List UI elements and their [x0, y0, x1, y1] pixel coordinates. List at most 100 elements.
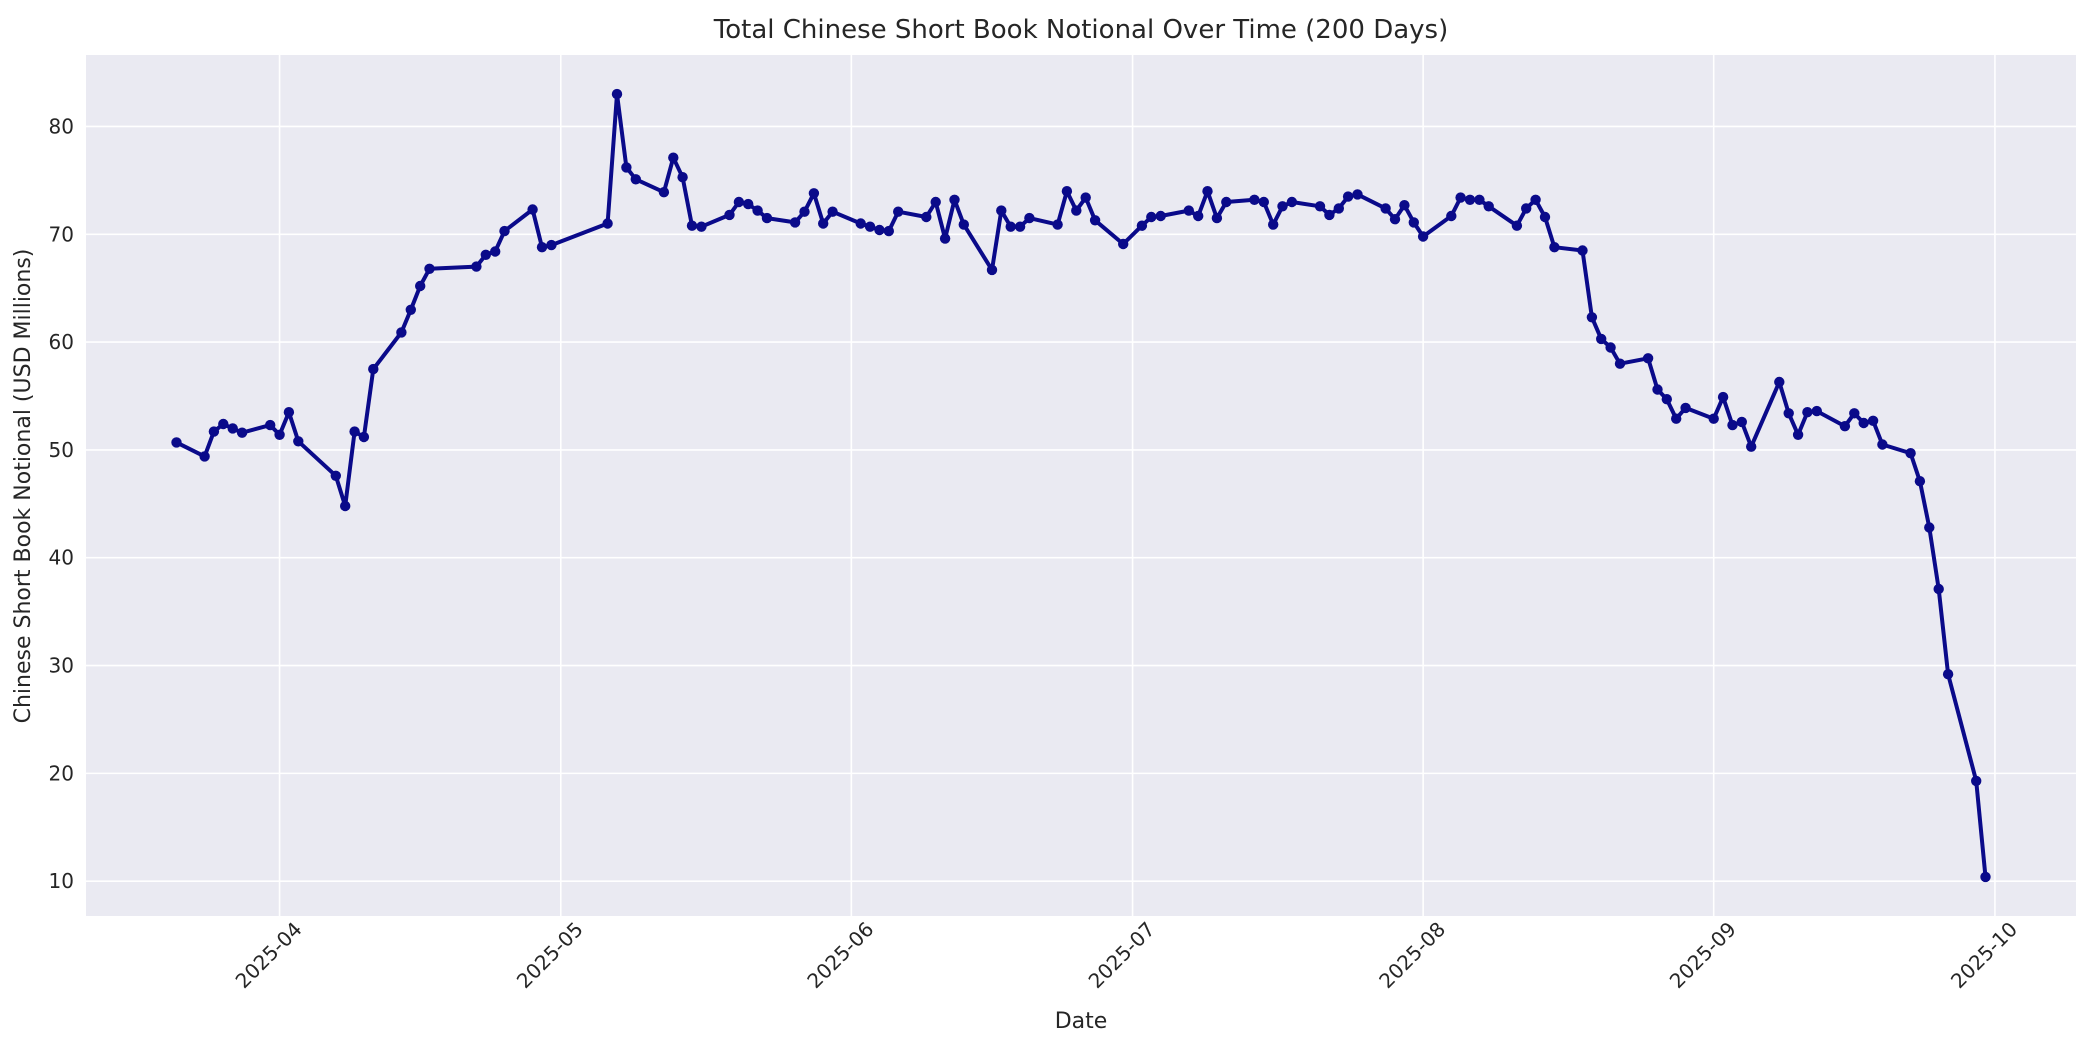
data-point — [611, 88, 623, 100]
data-point — [536, 242, 548, 253]
data-point — [1277, 201, 1288, 212]
data-point — [1877, 439, 1888, 450]
data-point — [293, 436, 304, 447]
data-point — [368, 363, 379, 375]
data-point — [1849, 408, 1860, 419]
chart-title: Total Chinese Short Book Notional Over T… — [713, 15, 1448, 45]
data-point — [808, 188, 820, 199]
data-point — [490, 246, 501, 257]
data-point — [1783, 408, 1794, 419]
data-point — [1258, 196, 1270, 208]
data-point — [658, 187, 670, 198]
data-point — [527, 204, 538, 215]
data-point — [1052, 219, 1063, 230]
data-point — [1455, 192, 1466, 203]
data-point — [724, 209, 735, 221]
y-tick-label: 20 — [49, 761, 74, 785]
y-tick-label: 10 — [49, 869, 74, 893]
data-point — [1924, 522, 1935, 533]
data-point — [939, 233, 951, 244]
data-point — [1268, 219, 1279, 230]
y-tick-label: 40 — [49, 546, 74, 570]
data-point — [818, 218, 829, 229]
data-point — [677, 172, 688, 183]
data-point — [893, 206, 904, 217]
data-point — [1933, 583, 1944, 595]
data-point — [752, 205, 763, 216]
y-tick-label: 60 — [49, 330, 74, 354]
data-point — [1914, 476, 1926, 487]
data-point — [1971, 775, 1982, 787]
data-point — [283, 407, 295, 418]
data-point — [1417, 231, 1429, 242]
x-tick-label: 2025-04 — [231, 917, 307, 993]
x-tick-label: 2025-05 — [512, 917, 588, 993]
data-point — [1408, 217, 1420, 228]
data-point — [986, 264, 998, 276]
data-point — [1680, 402, 1691, 414]
data-point — [630, 174, 641, 185]
data-point — [1399, 200, 1410, 211]
data-point — [199, 451, 210, 462]
data-point — [1342, 191, 1354, 202]
data-point — [1746, 441, 1757, 452]
data-point — [930, 196, 941, 208]
x-tick-label: 2025-08 — [1374, 917, 1450, 993]
data-point — [1211, 212, 1223, 224]
data-point — [1511, 220, 1523, 231]
data-point — [1811, 405, 1823, 417]
data-point — [1867, 415, 1879, 426]
data-point — [1286, 196, 1298, 208]
plot-layer: 10 20 30 40 50 60 70 80 2025-04 2025-05 2025-06 202… — [49, 55, 2076, 993]
data-point — [1071, 205, 1082, 216]
data-point — [1671, 413, 1682, 424]
data-point — [789, 217, 801, 228]
data-point — [1005, 221, 1016, 232]
data-point — [1380, 203, 1391, 214]
data-point — [218, 418, 229, 430]
data-point — [358, 431, 370, 443]
data-point — [1736, 416, 1748, 428]
data-point — [274, 429, 285, 440]
data-point — [405, 304, 416, 315]
data-point — [1605, 342, 1616, 353]
data-point — [1539, 211, 1551, 223]
data-point — [949, 194, 960, 205]
data-point — [1464, 194, 1476, 205]
data-point — [1905, 448, 1916, 459]
data-point — [1146, 211, 1157, 223]
data-point — [1642, 353, 1654, 364]
data-point — [1942, 669, 1954, 680]
data-point — [883, 225, 894, 237]
data-point — [1024, 212, 1035, 224]
data-point — [799, 206, 810, 217]
data-point — [1155, 210, 1166, 222]
data-point — [686, 220, 698, 231]
data-point — [1774, 376, 1785, 388]
data-point — [855, 218, 866, 229]
y-axis-label: Chinese Short Book Notional (USD Million… — [11, 249, 36, 724]
data-point — [1530, 194, 1541, 205]
y-tick-label: 30 — [49, 654, 74, 678]
data-point — [227, 423, 238, 434]
data-point — [1193, 210, 1204, 222]
data-point — [1080, 192, 1091, 203]
data-point — [1577, 245, 1588, 256]
data-point — [480, 249, 491, 260]
data-point — [761, 212, 773, 224]
data-point — [236, 427, 248, 438]
data-point — [1483, 201, 1494, 212]
data-point — [1792, 429, 1804, 440]
x-axis-label: Date — [1055, 1009, 1108, 1034]
data-point — [1708, 413, 1719, 424]
data-point — [1333, 203, 1345, 214]
data-point — [602, 218, 613, 229]
data-point — [1446, 210, 1457, 222]
data-point — [1586, 312, 1598, 323]
data-point — [1661, 394, 1673, 405]
data-point — [415, 280, 426, 292]
data-point — [1061, 186, 1073, 197]
data-point — [1352, 189, 1363, 200]
data-point — [1980, 871, 1991, 883]
